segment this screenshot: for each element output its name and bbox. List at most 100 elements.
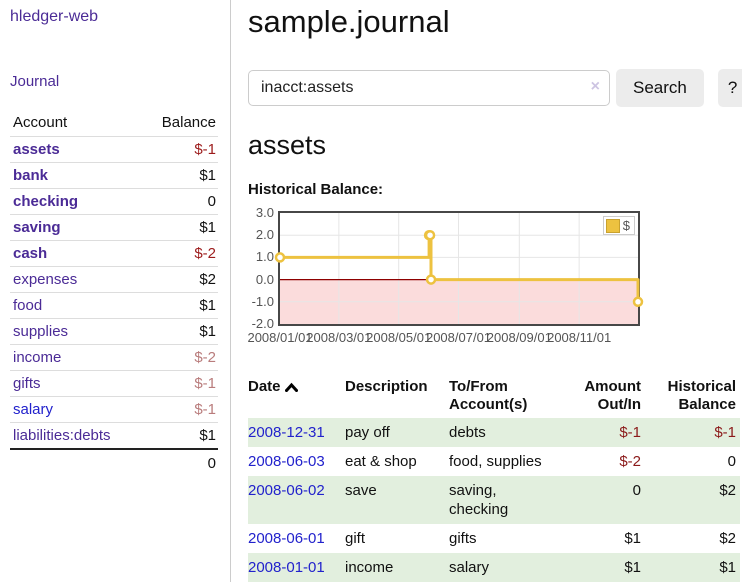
transaction-accounts: food, supplies [449,453,542,470]
sidebar-account-link-supplies[interactable]: supplies [13,323,69,340]
main-content: sample.journal × Search ? assets Histori… [231,0,742,582]
transaction-date-cell: 2008-01-01 [248,553,345,582]
balance-column-header: Balance [141,110,218,137]
chart-y-axis: 3.0 2.0 1.0 0.0 -1.0 -2.0 [236,206,274,331]
transaction-description: save [345,482,377,499]
transaction-amount: $1 [624,559,641,576]
transaction-balance: $2 [719,530,736,547]
y-tick-label: -1.0 [251,293,274,309]
legend-swatch-icon [605,218,620,233]
transaction-accounts: gifts [449,530,477,547]
account-balance: $1 [141,318,218,345]
transaction-date-link[interactable]: 2008-01-01 [248,559,325,576]
account-balance: $-1 [141,370,218,397]
sidebar-account-link-checking[interactable]: checking [13,193,79,210]
transaction-date-link[interactable]: 2008-06-01 [248,530,325,547]
chart-x-axis: 2008/01/01 2008/03/01 2008/05/01 2008/07/01… [247,330,638,348]
transaction-date-cell: 2008-06-02 [248,476,345,524]
transaction-date-link[interactable]: 2008-06-03 [248,453,325,470]
accounts-total-row: 0 [10,448,218,476]
balance-column-header-register: Historical Balance [667,378,736,413]
amount-column-header: Amount Out/In [584,378,641,413]
y-tick-label: 2.0 [255,227,274,243]
search-input-wrap: × [248,70,610,106]
transaction-amount: 0 [632,482,641,499]
transaction-row: 2008-01-01 income salary $1 $1 [248,553,740,582]
transaction-date-cell: 2008-12-31 [248,418,345,447]
account-row: supplies $1 [10,318,218,345]
sidebar-account-link-food[interactable]: food [13,297,43,314]
search-bar: × Search ? [248,69,742,107]
account-balance: $1 [141,162,218,189]
account-column-header: Account [10,110,142,137]
transaction-balance: 0 [727,453,736,470]
accounts-total-value: 0 [141,448,218,476]
account-row: liabilities:debts $1 [10,422,218,450]
accounts-column-header: To/From Account(s) [449,378,528,413]
transaction-date-link[interactable]: 2008-12-31 [248,424,325,441]
chart-canvas [274,213,644,324]
transaction-balance: $-1 [714,424,736,441]
search-help-button[interactable]: ? [717,69,742,107]
accounts-total-spacer [10,448,142,476]
transaction-accounts: saving, checking [449,482,509,518]
x-tick-label: 2008/11/01 [547,330,612,345]
account-row: income $-2 [10,344,218,371]
transaction-date-cell: 2008-06-03 [248,447,345,476]
account-row: cash $-2 [10,240,218,267]
clear-search-icon[interactable]: × [590,78,600,95]
sidebar-account-link-gifts[interactable]: gifts [13,375,41,392]
transaction-date-cell: 2008-06-01 [248,524,345,553]
sidebar-account-link-cash[interactable]: cash [13,245,48,262]
search-button[interactable]: Search [616,69,704,107]
transaction-amount: $-2 [619,453,641,470]
accounts-table-header: Account Balance [10,110,218,137]
date-column-header[interactable]: Date [248,375,345,418]
y-tick-label: -2.0 [251,316,274,331]
accounts-table-body: assets $-1 bank $1 checking 0 saving $1 cash $-2 e… [10,136,218,450]
register-table-body: 2008-12-31 pay off debts $-1 $-1 2008-06-03 ea… [248,418,740,582]
accounts-table: Account Balance assets $-1 bank $1 checking 0… [10,110,218,476]
transaction-accounts: debts [449,424,486,441]
x-tick-label: 2008/07/01 [425,330,492,345]
chart-legend: $ [602,216,635,235]
account-balance: $1 [141,422,218,450]
account-balance: 0 [141,188,218,215]
account-row: saving $1 [10,214,218,241]
sidebar-account-link-salary[interactable]: salary [13,401,54,418]
account-balance: $1 [141,214,218,241]
sidebar-item-journal[interactable]: Journal [10,73,60,90]
app-title-link[interactable]: hledger-web [10,8,99,25]
x-tick-label: 2008/03/01 [306,330,372,345]
transaction-row: 2008-06-03 eat & shop food, supplies $-2 0 [248,447,740,476]
account-row: gifts $-1 [10,370,218,397]
y-tick-label: 1.0 [255,249,274,265]
transaction-amount: $1 [624,530,641,547]
transaction-description: income [345,559,394,576]
sidebar-account-link-saving[interactable]: saving [13,219,61,236]
legend-label: $ [622,218,630,233]
account-row: assets $-1 [10,136,218,163]
search-input[interactable] [248,70,610,106]
sidebar-account-link-income[interactable]: income [13,349,62,366]
sidebar-account-link-liabilities-debts[interactable]: liabilities:debts [13,427,111,444]
transaction-date-link[interactable]: 2008-06-02 [248,482,325,499]
chart-plot: $ [274,211,644,326]
transaction-row: 2008-12-31 pay off debts $-1 $-1 [248,418,740,447]
x-tick-label: 2008/05/01 [366,330,432,345]
y-tick-label: 3.0 [255,205,274,220]
transaction-row: 2008-06-02 save saving, checking 0 $2 [248,476,740,524]
transaction-balance: $1 [719,559,736,576]
sidebar-account-link-expenses[interactable]: expenses [13,271,78,288]
sidebar-account-link-assets[interactable]: assets [13,141,60,158]
transaction-description: eat & shop [345,453,417,470]
sort-ascending-icon [283,379,299,397]
page-title: sample.journal [248,4,450,39]
account-balance: $-1 [141,396,218,423]
sidebar-account-link-bank[interactable]: bank [13,167,49,184]
account-balance: $1 [141,292,218,319]
transaction-balance: $2 [719,482,736,499]
x-tick-label: 2008/09/01 [486,330,552,345]
transaction-amount: $-1 [619,424,641,441]
